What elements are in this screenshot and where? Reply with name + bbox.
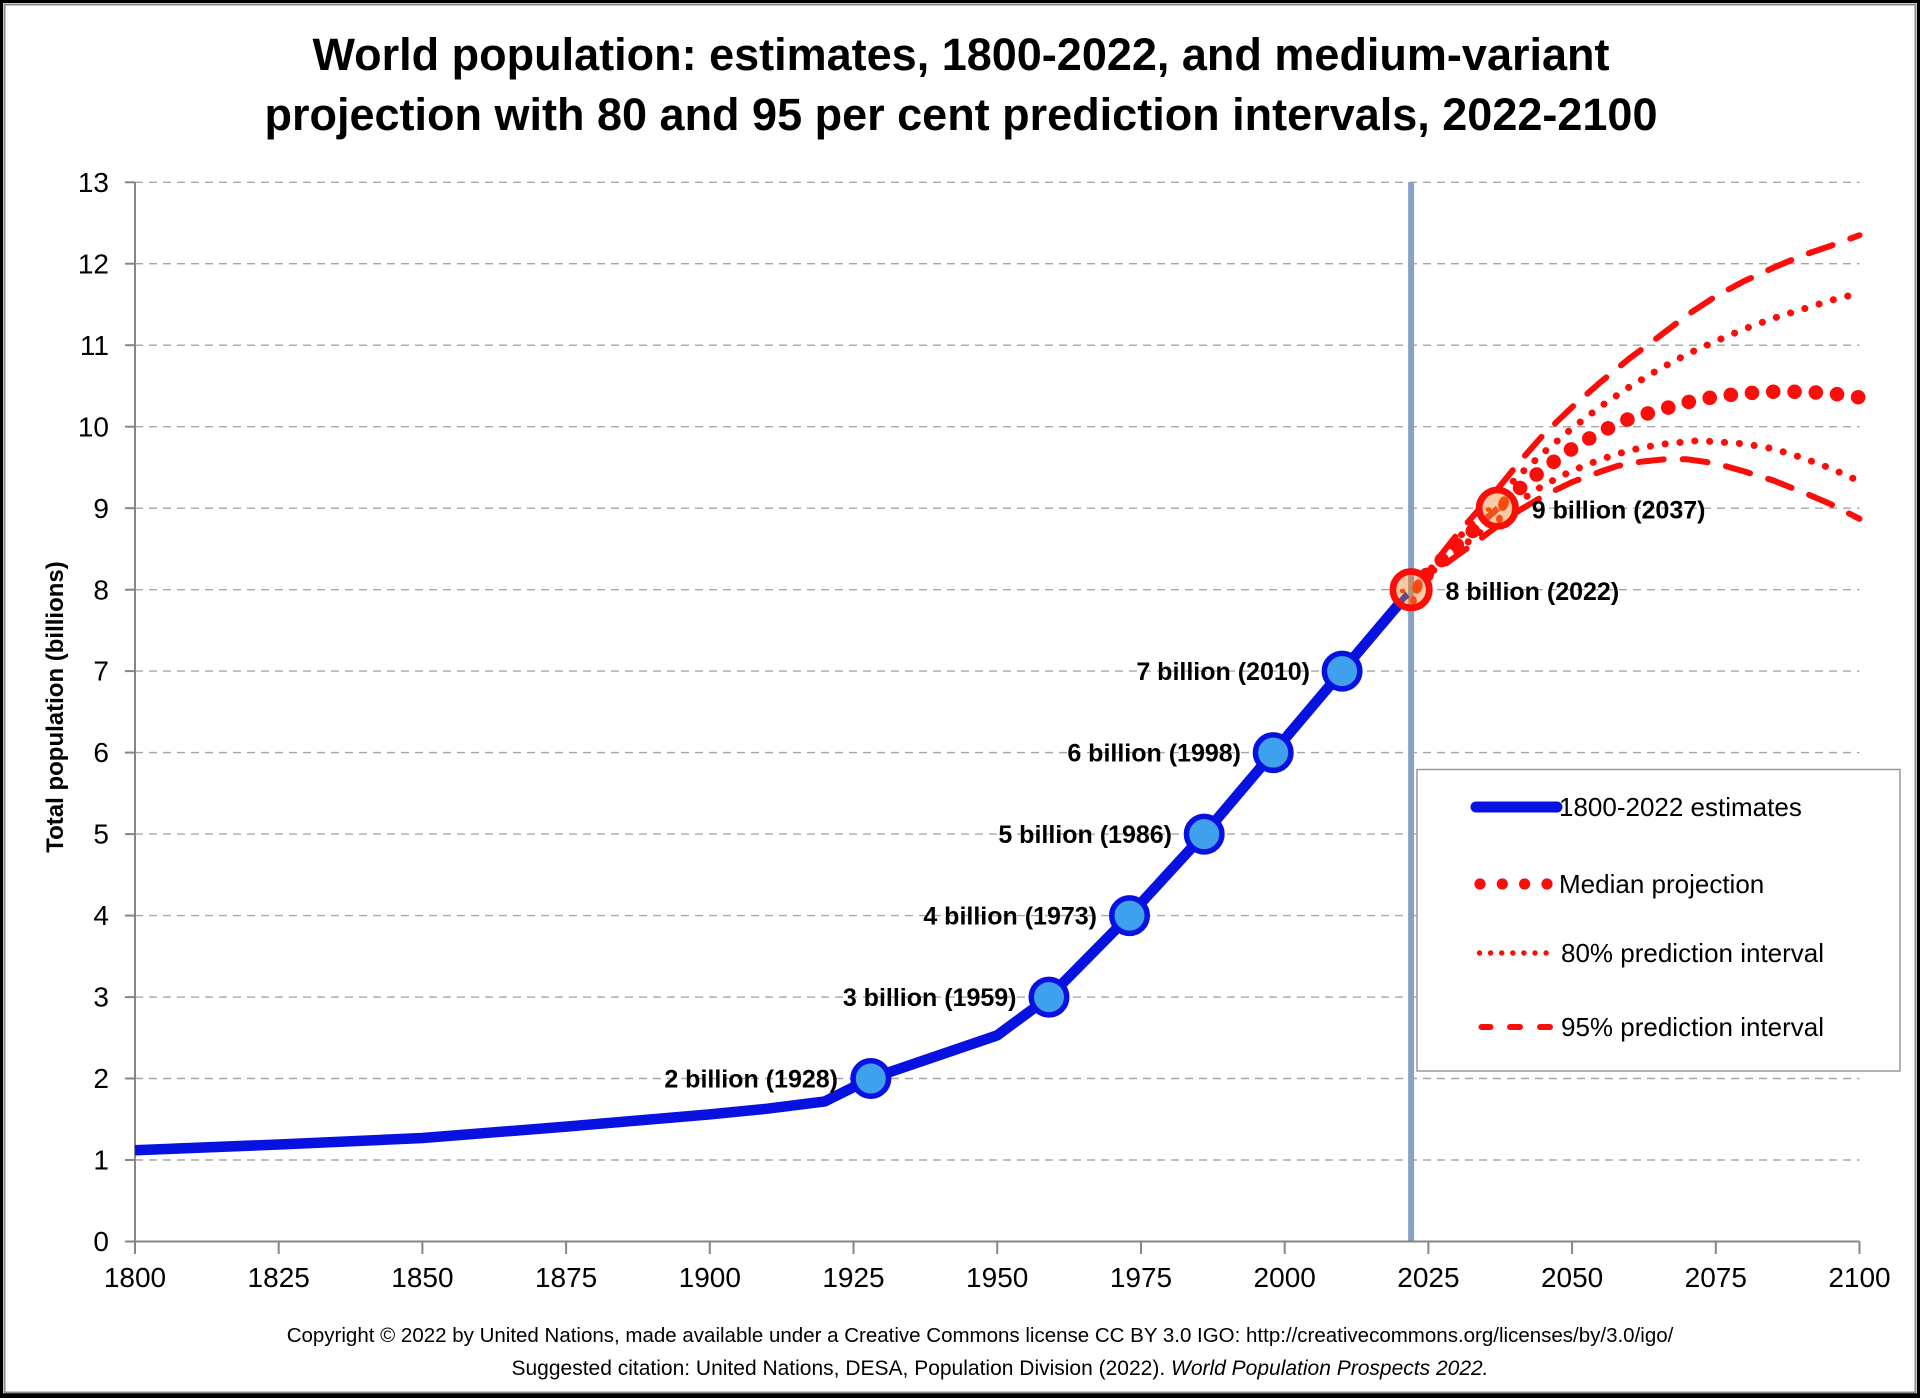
svg-text:9: 9 (93, 493, 109, 524)
svg-text:5: 5 (93, 819, 109, 850)
svg-text:projection with 80 and 95 per: projection with 80 and 95 per cent predi… (265, 89, 1658, 140)
svg-text:4: 4 (93, 900, 109, 931)
svg-text:5 billion (1986): 5 billion (1986) (998, 821, 1172, 849)
svg-text:2: 2 (93, 1063, 109, 1094)
svg-text:World population: estimates, 1: World population: estimates, 1800-2022, … (312, 29, 1609, 80)
svg-text:1: 1 (93, 1145, 109, 1176)
svg-text:2025: 2025 (1397, 1262, 1459, 1293)
svg-text:95% prediction interval: 95% prediction interval (1561, 1012, 1824, 1042)
svg-text:8: 8 (93, 574, 109, 605)
svg-text:2 billion (1928): 2 billion (1928) (664, 1066, 838, 1094)
svg-text:2100: 2100 (1828, 1262, 1890, 1293)
svg-text:6: 6 (93, 737, 109, 768)
svg-text:11: 11 (80, 330, 109, 361)
svg-text:9 billion (2037): 9 billion (2037) (1532, 497, 1706, 525)
svg-text:1800: 1800 (104, 1262, 166, 1293)
svg-text:6 billion (1998): 6 billion (1998) (1067, 740, 1241, 768)
svg-text:7 billion (2010): 7 billion (2010) (1136, 658, 1310, 686)
svg-text:80% prediction interval: 80% prediction interval (1561, 938, 1824, 968)
svg-text:1900: 1900 (679, 1262, 741, 1293)
svg-text:2075: 2075 (1685, 1262, 1747, 1293)
svg-text:1850: 1850 (391, 1262, 453, 1293)
svg-text:7: 7 (93, 656, 109, 687)
svg-text:1800-2022 estimates: 1800-2022 estimates (1559, 792, 1802, 822)
svg-text:4 billion (1973): 4 billion (1973) (923, 903, 1097, 931)
svg-text:3: 3 (93, 982, 109, 1013)
svg-text:1975: 1975 (1110, 1262, 1172, 1293)
svg-text:13: 13 (78, 167, 109, 198)
svg-text:Total population (billions): Total population (billions) (42, 561, 69, 853)
svg-text:10: 10 (78, 411, 109, 442)
svg-text:8 billion (2022): 8 billion (2022) (1446, 578, 1620, 606)
svg-text:Suggested citation: United Nat: Suggested citation: United Nations, DESA… (511, 1357, 1488, 1380)
svg-text:2050: 2050 (1541, 1262, 1603, 1293)
svg-text:Median projection: Median projection (1559, 869, 1764, 899)
svg-text:Copyright © 2022 by United Nat: Copyright © 2022 by United Nations, made… (287, 1324, 1674, 1347)
svg-text:0: 0 (93, 1226, 109, 1257)
svg-text:1875: 1875 (535, 1262, 597, 1293)
svg-text:1825: 1825 (248, 1262, 310, 1293)
svg-text:1925: 1925 (822, 1262, 884, 1293)
svg-text:1950: 1950 (966, 1262, 1028, 1293)
svg-text:12: 12 (78, 248, 109, 279)
svg-text:2000: 2000 (1254, 1262, 1316, 1293)
svg-text:3 billion (1959): 3 billion (1959) (843, 984, 1017, 1012)
